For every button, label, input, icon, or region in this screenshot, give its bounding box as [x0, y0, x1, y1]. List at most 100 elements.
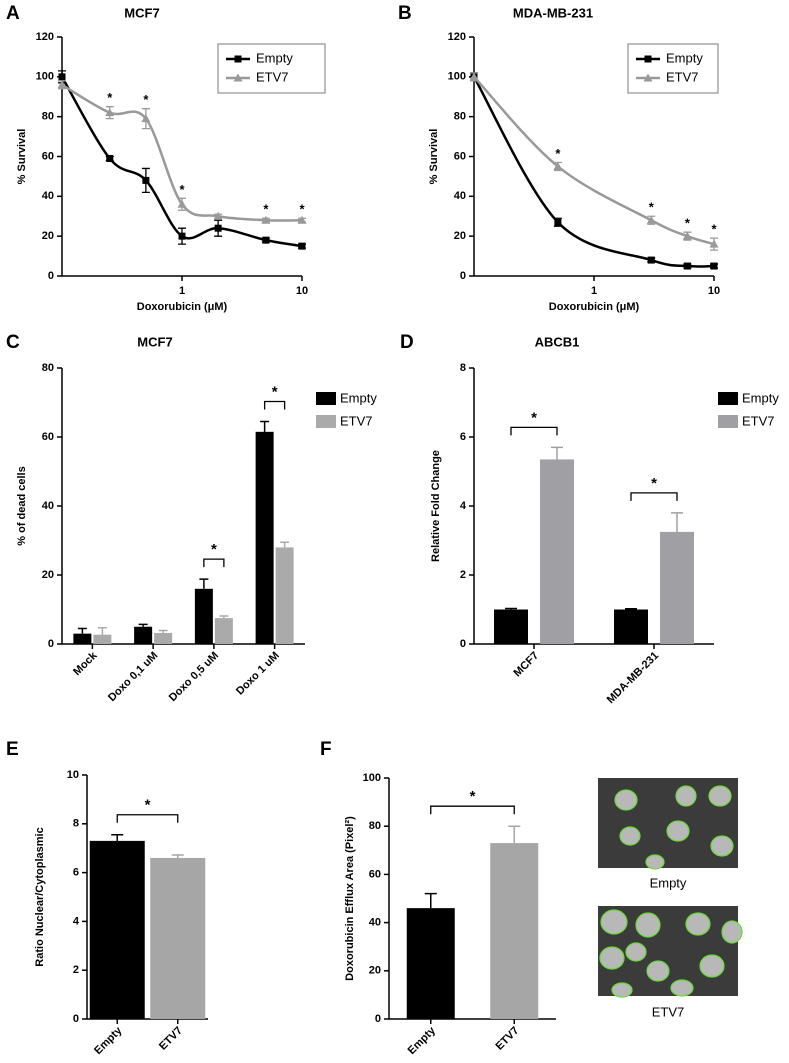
- y-tick-label: 20: [42, 569, 54, 581]
- y-axis-label: Relative Fold Change: [430, 450, 442, 562]
- error-bar: [77, 627, 87, 634]
- y-tick-label: 80: [42, 362, 54, 374]
- x-tick-label: MDA-MB-231: [605, 650, 661, 706]
- y-tick-label: 40: [42, 500, 54, 512]
- error-bar: [219, 615, 229, 619]
- y-axis-label: Doxorubicin Efflux Area (Pixel²): [344, 816, 356, 981]
- legend-swatch: [718, 392, 738, 405]
- panel-letter: A: [6, 3, 20, 24]
- marker: [177, 199, 187, 208]
- significance-bracket: [510, 426, 558, 436]
- marker: [682, 231, 692, 240]
- y-tick-label: 60: [454, 150, 466, 162]
- bar: [134, 626, 153, 644]
- significance: *: [272, 383, 278, 400]
- x-tick-label: 10: [296, 285, 308, 297]
- marker: [261, 215, 271, 224]
- y-tick-label: 120: [36, 31, 54, 43]
- legend-marker: [233, 73, 243, 82]
- x-tick-label: Doxo 0,5 uM: [167, 650, 221, 704]
- y-tick-label: 2: [73, 964, 79, 976]
- y-tick-label: 80: [369, 820, 381, 832]
- panel-letter: D: [400, 332, 414, 353]
- y-tick-label: 0: [375, 1013, 381, 1025]
- significance: *: [555, 146, 561, 161]
- y-tick-label: 0: [460, 638, 466, 650]
- x-axis-label: Doxorubicin (μM): [137, 301, 228, 313]
- panel-letter: B: [398, 3, 412, 24]
- marker: [213, 211, 223, 220]
- panel-letter: E: [6, 739, 19, 760]
- error-bar: [424, 892, 437, 909]
- y-axis-label: % of dead cells: [16, 466, 28, 545]
- bar: [490, 843, 539, 1019]
- y-tick-label: 60: [369, 868, 381, 880]
- bar: [93, 634, 112, 644]
- error-bar: [505, 607, 517, 610]
- y-tick-label: 60: [42, 150, 54, 162]
- marker: [297, 215, 307, 224]
- y-tick-label: 0: [73, 1013, 79, 1025]
- x-tick-label: ETV7: [157, 1025, 185, 1053]
- significance-bracket: [630, 492, 678, 501]
- y-axis-label: % Survival: [16, 129, 28, 185]
- bar: [494, 609, 528, 644]
- y-tick-label: 0: [48, 270, 54, 282]
- bar: [150, 857, 206, 1019]
- significance: *: [145, 797, 151, 814]
- y-tick-label: 10: [67, 769, 79, 781]
- marker: [262, 236, 270, 244]
- x-tick-label: 1: [179, 285, 185, 297]
- bar: [540, 459, 574, 644]
- micrograph-etv7: [598, 906, 743, 998]
- y-tick-label: 8: [73, 818, 79, 830]
- bar: [73, 633, 92, 644]
- significance: *: [299, 202, 305, 217]
- x-tick-label: 10: [708, 285, 720, 297]
- error-bar: [551, 446, 563, 460]
- chart-title: MDA-MB-231: [513, 5, 593, 20]
- marker: [646, 215, 656, 224]
- bar: [660, 531, 694, 644]
- significance-bracket: [263, 400, 286, 410]
- bar: [194, 588, 213, 644]
- legend-marker: [643, 73, 653, 82]
- significance: *: [651, 475, 657, 492]
- y-tick-label: 0: [460, 270, 466, 282]
- x-tick-label: Empty: [406, 1024, 439, 1057]
- error-bar: [138, 623, 148, 627]
- error-bar: [508, 825, 521, 844]
- y-tick-label: 4: [73, 915, 80, 927]
- y-tick-label: 100: [363, 772, 381, 784]
- legend-box: [217, 43, 326, 94]
- legend-label: ETV7: [666, 69, 699, 84]
- y-tick-label: 20: [369, 965, 381, 977]
- marker: [58, 73, 66, 81]
- marker: [57, 80, 67, 89]
- legend-label: Empty: [742, 390, 779, 405]
- panel-letter: C: [6, 332, 20, 353]
- legend-label: ETV7: [742, 413, 775, 428]
- marker: [298, 242, 306, 250]
- marker: [683, 262, 691, 270]
- marker: [105, 108, 115, 117]
- marker: [106, 154, 114, 162]
- micrograph-empty: [598, 778, 738, 870]
- significance-bracket: [203, 558, 225, 568]
- error-bar: [260, 420, 270, 432]
- y-tick-label: 2: [460, 569, 466, 581]
- error-bar: [171, 854, 184, 858]
- curve: [472, 76, 715, 268]
- y-tick-label: 80: [42, 111, 54, 123]
- legend-label: Empty: [340, 390, 377, 405]
- y-tick-label: 0: [48, 638, 54, 650]
- y-axis-label: Ratio Nuclear/Cytoplasmic: [34, 827, 46, 966]
- legend-label: ETV7: [256, 69, 289, 84]
- legend-swatch: [718, 415, 738, 428]
- chart-title: MCF7: [124, 5, 159, 20]
- y-tick-label: 120: [448, 31, 466, 43]
- error-bar: [111, 834, 124, 841]
- y-axis-label: % Survival: [428, 129, 440, 185]
- x-axis-label: Doxorubicin (μM): [549, 301, 640, 313]
